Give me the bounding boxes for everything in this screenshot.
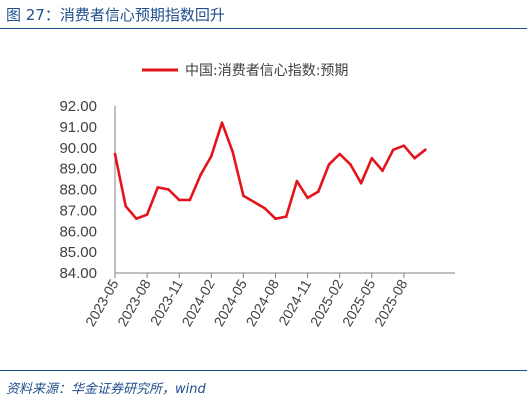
y-tick-label: 84.00 [59, 265, 97, 282]
data-point [284, 215, 288, 218]
data-point [156, 186, 160, 189]
data-point [242, 194, 245, 198]
y-tick-label: 85.00 [59, 244, 97, 261]
source-rule [0, 370, 527, 371]
data-point [306, 196, 309, 200]
y-tick-label: 90.00 [59, 140, 97, 157]
y-tick-label: 88.00 [59, 182, 97, 199]
data-point [199, 173, 202, 177]
y-axis-ticks: 84.00 85.00 86.00 87.00 88.00 89.00 90.00 91.00… [59, 98, 97, 282]
y-tick-label: 91.00 [59, 119, 97, 136]
data-point [145, 213, 149, 216]
data-point [167, 188, 170, 191]
data-point [327, 163, 331, 166]
data-point [338, 152, 342, 156]
data-point [413, 156, 416, 160]
data-point [359, 181, 363, 185]
data-point [424, 148, 427, 152]
y-tick-label: 89.00 [59, 161, 97, 178]
axes [114, 106, 455, 274]
title-rule [0, 28, 527, 29]
y-tick-label: 92.00 [59, 98, 97, 115]
data-point [177, 198, 181, 202]
data-point [295, 179, 299, 183]
x-axis-ticks: 2023-052023-082023-112024-022024-052024-… [82, 273, 411, 329]
series-layer [113, 121, 427, 221]
data-point [135, 217, 138, 221]
data-point [263, 206, 267, 210]
data-point [210, 154, 213, 158]
data-point [274, 217, 277, 221]
data-point [349, 163, 352, 166]
data-point [402, 144, 406, 147]
data-point [231, 150, 234, 154]
data-point [188, 198, 192, 202]
data-point [317, 190, 320, 193]
data-point [391, 148, 395, 152]
data-point [252, 200, 256, 204]
data-point [381, 169, 384, 173]
data-point [220, 121, 224, 124]
data-point [370, 156, 374, 160]
legend-label: 中国:消费者信心指数:预期 [185, 63, 348, 79]
data-point [124, 204, 127, 208]
data-point [113, 152, 117, 156]
line-chart: 中国:消费者信心指数:预期 84.0085.0086.0087.0088.008… [59, 63, 455, 329]
legend: 中国:消费者信心指数:预期 [142, 63, 348, 79]
source-note: 资料来源：华金证券研究所，wind [6, 382, 206, 397]
series-line [113, 121, 427, 220]
figure-title: 图 27：消费者信心预期指数回升 [6, 6, 225, 24]
y-tick-label: 87.00 [59, 202, 97, 219]
y-tick-label: 86.00 [59, 223, 97, 240]
